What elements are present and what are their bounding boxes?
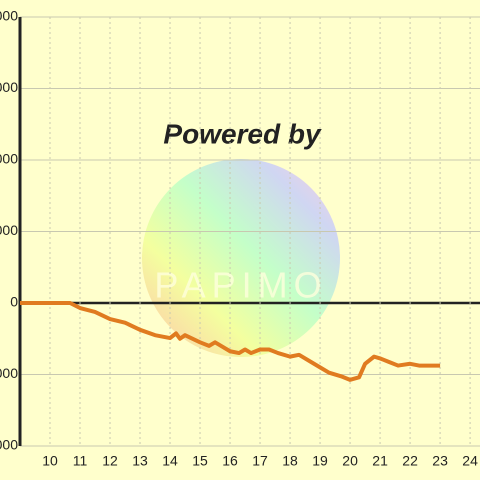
x-tick-label: 23: [432, 453, 448, 469]
x-tick-label: 21: [372, 453, 388, 469]
y-tick-label: 80,000: [0, 8, 18, 24]
watermark-logo: PAPIMO: [154, 265, 327, 306]
x-tick-label: 16: [222, 453, 238, 469]
y-tick-label: 60,000: [0, 79, 18, 95]
x-tick-label: 15: [192, 453, 208, 469]
x-tick-label: 14: [162, 453, 178, 469]
line: [20, 301, 441, 382]
x-tick-label: 19: [312, 453, 328, 469]
x-tick-label: 13: [132, 453, 148, 469]
x-tick-label: 11: [73, 453, 88, 469]
x-tick-label: 18: [282, 453, 298, 469]
x-tick-label: 24: [462, 453, 478, 469]
y-tick-label: -40,000: [0, 437, 18, 453]
y-tick-label: 0: [10, 294, 18, 310]
x-tick-label: 17: [252, 453, 268, 469]
x-tick-label: 10: [42, 453, 58, 469]
watermark-title: Powered by: [163, 118, 322, 149]
watermark-circle: [142, 159, 340, 357]
x-tick-label: 22: [402, 453, 418, 469]
y-tick-label: 20,000: [0, 222, 18, 238]
x-tick-label: 12: [102, 453, 118, 469]
y-tick-label: 40,000: [0, 151, 18, 167]
x-tick-label: 20: [342, 453, 358, 469]
y-tick-label: -20,000: [0, 365, 18, 381]
